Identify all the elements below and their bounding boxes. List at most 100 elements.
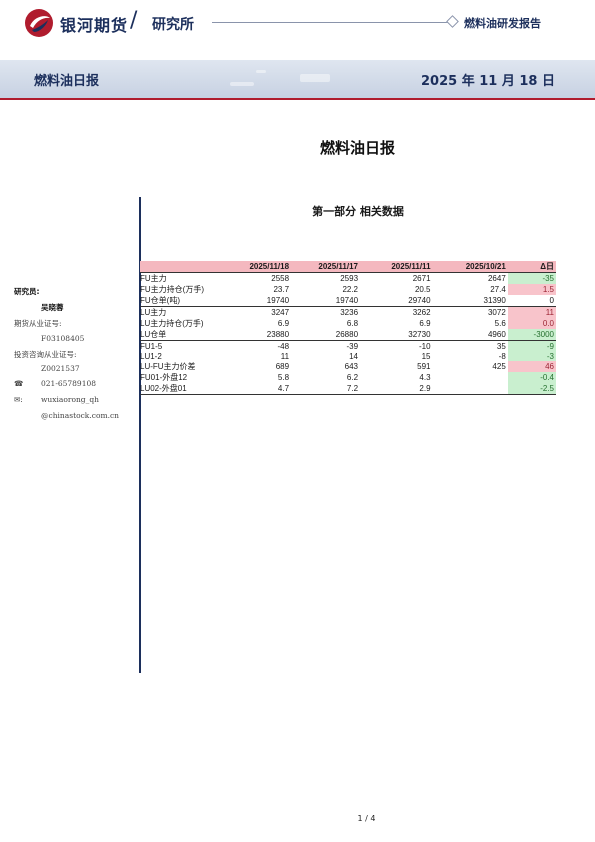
- futures-cert-label: 期货从业证号:: [14, 319, 62, 328]
- value-cell: 20.5: [414, 285, 431, 294]
- value-cell: 31390: [432, 295, 508, 307]
- value-cell: [433, 372, 508, 383]
- brand-separator: /: [130, 8, 138, 33]
- section-title: 第一部分 相关数据: [312, 205, 404, 218]
- delta-cell: 1.5: [507, 284, 556, 295]
- email-icon: ✉:: [14, 395, 23, 404]
- row-label: FU仓单(吨): [140, 295, 228, 307]
- email-user[interactable]: wuxiaorong_qh: [41, 395, 99, 404]
- delta-cell: -2.5: [507, 383, 556, 395]
- delta-cell: -3000: [507, 329, 556, 341]
- table-row: FU1-5 -48 -39 -10 35 -9: [140, 340, 556, 351]
- report-title: 燃料油日报: [319, 139, 395, 157]
- value-cell: 6.9: [419, 319, 431, 328]
- table-header-cell: 2025/10/21: [432, 261, 508, 273]
- email-domain[interactable]: @chinastock.com.cn: [41, 411, 119, 420]
- delta-cell: 11: [507, 306, 556, 318]
- table-header-cell: 2025/11/11: [360, 261, 433, 273]
- row-label: FU主力持仓(万手): [140, 285, 204, 294]
- table-row: FU主力 2558 2593 2671 2647 -35: [140, 272, 556, 284]
- row-label: FU1-5: [140, 341, 163, 351]
- value-cell: 4960: [432, 329, 508, 341]
- decoration: [230, 82, 254, 86]
- table-row: FU01-外盘12 5.8 6.2 4.3 -0.4: [140, 372, 556, 383]
- value-cell: -10: [418, 341, 431, 351]
- value-cell: 2671: [412, 274, 431, 283]
- researcher-label: 研究员:: [14, 287, 40, 296]
- delta-cell: -35: [507, 272, 556, 284]
- table-row: LU主力 3247 3236 3262 3072 11: [140, 306, 556, 318]
- brand-name: 银河期货: [60, 16, 129, 35]
- invest-cert-label: 投资咨询从业证号:: [14, 350, 77, 359]
- phone-number: 021-65789108: [41, 379, 97, 388]
- value-cell: 4.7: [227, 383, 292, 395]
- value-cell: -48: [277, 341, 290, 351]
- delta-cell: 0.0: [507, 318, 556, 329]
- delta-cell: -9: [507, 340, 556, 351]
- row-label: LU1-2: [140, 351, 162, 361]
- value-cell: 19740: [291, 295, 361, 307]
- delta-cell: -3: [507, 351, 556, 361]
- value-cell: 689: [275, 362, 290, 371]
- galaxy-logo-icon: [25, 9, 53, 37]
- researcher-name: 吴晓蓉: [41, 303, 64, 312]
- value-cell: 6.9: [277, 319, 290, 328]
- value-cell: 4.3: [419, 373, 431, 382]
- value-cell: 14: [349, 351, 359, 361]
- value-cell: 11: [280, 351, 290, 361]
- value-cell: 3072: [487, 308, 506, 317]
- delta-cell: 0: [507, 295, 556, 307]
- decoration: [300, 74, 330, 82]
- value-cell: 7.2: [291, 383, 361, 395]
- value-cell: 19740: [227, 295, 292, 307]
- value-cell: 15: [421, 351, 431, 361]
- fuel-oil-data-table: 2025/11/18 2025/11/17 2025/11/11 2025/10…: [140, 261, 556, 395]
- title-bar-label: 燃料油日报: [34, 74, 100, 89]
- decoration: [256, 70, 266, 73]
- value-cell: 26880: [291, 329, 361, 341]
- report-date: 2025 年 11 月 18 日: [421, 74, 555, 89]
- table-row: LU-FU主力价差 689 643 591 425 46: [140, 361, 556, 372]
- value-cell: 2593: [340, 274, 359, 283]
- value-cell: 32730: [360, 329, 433, 341]
- delta-cell: -0.4: [507, 372, 556, 383]
- value-cell: 3247: [271, 308, 290, 317]
- value-cell: 5.8: [277, 373, 290, 382]
- invest-cert-number: Z0021537: [41, 364, 80, 373]
- row-label: LU02-外盘01: [140, 383, 228, 395]
- value-cell: 425: [492, 362, 506, 371]
- table-row: FU主力持仓(万手) 23.7 22.2 20.5 27.4 1.5: [140, 284, 556, 295]
- value-cell: 29740: [360, 295, 433, 307]
- table-header-cell: 2025/11/18: [227, 261, 292, 273]
- row-label: LU主力持仓(万手): [140, 319, 204, 328]
- value-cell: 27.4: [490, 285, 506, 294]
- value-cell: 2647: [487, 274, 506, 283]
- table-row: LU02-外盘01 4.7 7.2 2.9 -2.5: [140, 383, 556, 395]
- title-bar: 燃料油日报 2025 年 11 月 18 日: [0, 60, 595, 100]
- value-cell: 2558: [271, 274, 290, 283]
- table-header-cell: [140, 261, 228, 273]
- value-cell: 3262: [412, 308, 431, 317]
- value-cell: 23.7: [273, 285, 290, 294]
- row-label: LU仓单: [140, 329, 228, 341]
- value-cell: 643: [344, 362, 359, 371]
- row-label: LU主力: [140, 308, 167, 317]
- header-rule: [212, 22, 450, 23]
- diamond-icon: [446, 15, 459, 28]
- value-cell: 35: [496, 341, 506, 351]
- value-cell: 5.6: [494, 319, 506, 328]
- value-cell: 2.9: [360, 383, 433, 395]
- value-cell: -8: [498, 351, 506, 361]
- row-label: FU01-外盘12: [140, 373, 188, 382]
- value-cell: [432, 383, 508, 395]
- row-label: LU-FU主力价差: [140, 362, 196, 371]
- table-row: LU1-2 11 14 15 -8 -3: [140, 351, 556, 361]
- row-label: FU主力: [140, 274, 167, 283]
- phone-icon: ☎: [14, 379, 24, 388]
- report-type: 燃料油研发报告: [464, 17, 541, 30]
- value-cell: -39: [346, 341, 359, 351]
- value-cell: 591: [417, 362, 431, 371]
- table-header-cell: Δ日: [507, 261, 556, 273]
- page-number: 1 / 4: [357, 814, 376, 823]
- value-cell: 6.8: [346, 319, 359, 328]
